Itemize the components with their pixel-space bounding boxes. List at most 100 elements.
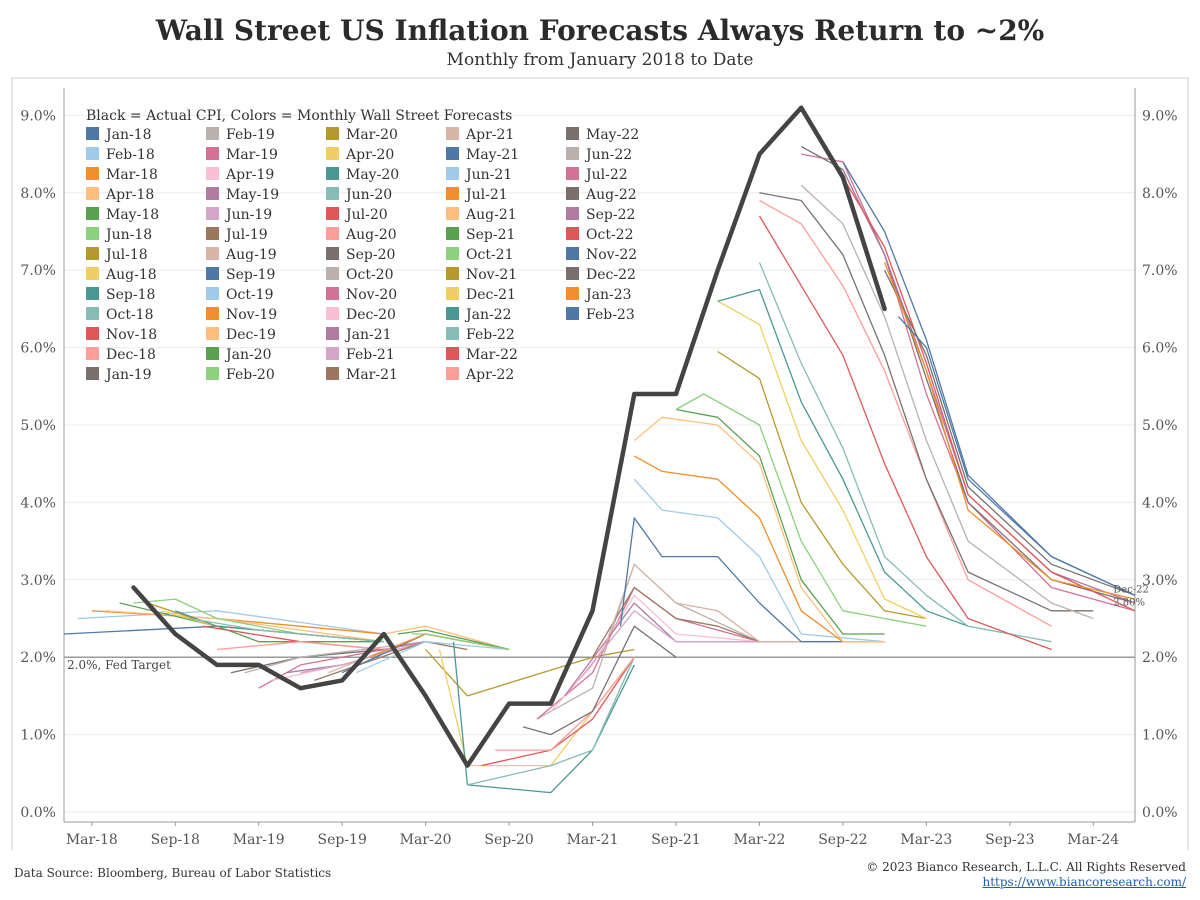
y-tick-label-left: 1.0%	[20, 728, 56, 744]
legend-swatch	[446, 227, 459, 240]
forecast-line-may-21	[619, 517, 885, 643]
legend-swatch	[86, 187, 99, 200]
forecast-line-apr-20	[438, 649, 635, 767]
legend-swatch	[326, 227, 339, 240]
legend-label: Jul-22	[584, 167, 628, 183]
x-tick-label: Mar-19	[233, 832, 285, 848]
legend-swatch	[446, 147, 459, 160]
legend-label: Feb-21	[346, 347, 395, 363]
forecast-line-may-20	[452, 641, 635, 794]
legend-label: Nov-22	[586, 247, 637, 263]
legend-label: Mar-18	[106, 167, 158, 183]
y-tick-label-left: 7.0%	[20, 263, 56, 279]
legend-label: Feb-18	[106, 147, 155, 163]
legend-swatch	[326, 347, 339, 360]
forecast-line-aug-20	[495, 656, 635, 751]
forecast-line-aug-22	[800, 145, 1136, 604]
forecast-line-jun-19	[300, 641, 426, 674]
forecast-line-oct-22	[842, 176, 1136, 612]
x-tick-label: Mar-23	[900, 832, 952, 848]
forecast-line-may-22	[759, 192, 1094, 612]
y-tick-label-right: 4.0%	[1142, 495, 1178, 511]
legend-swatch	[206, 247, 219, 260]
legend-label: Feb-19	[226, 127, 275, 143]
legend-label: May-20	[346, 167, 399, 183]
legend-label: Feb-20	[226, 367, 275, 383]
legend-swatch	[446, 307, 459, 320]
legend-label: Sep-21	[466, 227, 515, 243]
legend-label: Feb-22	[466, 327, 515, 343]
forecast-series	[63, 145, 1136, 794]
legend-swatch	[326, 267, 339, 280]
x-tick-label: Sep-20	[484, 832, 533, 848]
legend-swatch	[206, 267, 219, 280]
y-tick-label-right: 3.0%	[1142, 573, 1178, 589]
legend-swatch	[326, 287, 339, 300]
website-link[interactable]: https://www.biancoresearch.com/	[982, 875, 1186, 889]
legend-label: Mar-22	[466, 347, 518, 363]
legend-swatch	[566, 227, 579, 240]
forecast-line-dec-22	[884, 269, 1136, 596]
legend-label: Aug-22	[585, 187, 637, 203]
forecast-line-jul-20	[481, 656, 635, 767]
forecast-line-jul-22	[801, 153, 1136, 612]
forecast-line-apr-22	[759, 199, 1052, 627]
y-tick-label-left: 6.0%	[20, 341, 56, 357]
legend-swatch	[86, 327, 99, 340]
x-tick-label: Sep-23	[985, 832, 1034, 848]
forecast-line-feb-21	[578, 610, 760, 681]
y-tick-label-left: 4.0%	[20, 495, 56, 511]
legend-label: Jun-21	[464, 167, 512, 183]
forecast-line-dec-21	[717, 300, 927, 620]
legend-label: Oct-22	[586, 227, 634, 243]
legend-label: May-21	[466, 147, 519, 163]
legend-label: Nov-19	[226, 307, 277, 323]
legend-label: Jun-22	[584, 147, 632, 163]
legend-swatch	[86, 247, 99, 260]
legend-swatch	[326, 247, 339, 260]
legend-swatch	[206, 347, 219, 360]
forecast-line-jun-21	[633, 478, 885, 643]
legend-label: Dec-21	[466, 287, 516, 303]
legend-label: May-22	[586, 127, 639, 143]
x-tick-label: Mar-18	[66, 832, 118, 848]
legend-label: Sep-20	[346, 247, 395, 263]
legend-label: May-18	[106, 207, 159, 223]
legend-swatch	[86, 287, 99, 300]
legend-swatch	[206, 147, 219, 160]
legend-label: Mar-20	[346, 127, 398, 143]
y-tick-label-right: 2.0%	[1142, 650, 1178, 666]
legend-swatch	[86, 367, 99, 380]
forecast-line-jan-23	[883, 262, 1136, 600]
legend-label: Oct-19	[226, 287, 274, 303]
legend-label: Jan-19	[104, 367, 152, 383]
y-tick-label-right: 7.0%	[1142, 263, 1178, 279]
end-annotation-value: 2.80%	[1113, 597, 1145, 608]
legend-swatch	[566, 267, 579, 280]
forecast-line-jan-22	[717, 288, 969, 627]
legend-swatch	[446, 127, 459, 140]
legend-title: Black = Actual CPI, Colors = Monthly Wal…	[86, 108, 512, 124]
legend-swatch	[566, 307, 579, 320]
y-tick-label-left: 5.0%	[20, 418, 56, 434]
forecast-line-jun-20	[467, 656, 635, 786]
x-axis-ticks: Mar-18 Sep-18 Mar-19 Sep-19 Mar-20 Sep-20 Mar-…	[66, 822, 1119, 848]
chart-title: Wall Street US Inflation Forecasts Alway…	[155, 14, 1045, 47]
legend-label: Jul-18	[104, 247, 148, 263]
legend-label: Jun-18	[104, 227, 152, 243]
legend-swatch	[446, 367, 459, 380]
legend-swatch	[206, 167, 219, 180]
legend-label: Sep-22	[586, 207, 635, 223]
forecast-line-nov-21	[717, 350, 927, 620]
legend-label: Nov-20	[346, 287, 397, 303]
y-tick-label-right: 9.0%	[1142, 108, 1178, 124]
legend-label: Jul-20	[344, 207, 388, 223]
legend-swatch	[206, 227, 219, 240]
legend-swatch	[326, 167, 339, 180]
forecast-line-jul-21	[633, 455, 885, 643]
y-tick-label-right: 1.0%	[1142, 728, 1178, 744]
legend: Black = Actual CPI, Colors = Monthly Wal…	[86, 108, 639, 383]
legend-label: Jan-21	[344, 327, 392, 343]
legend-label: Apr-22	[465, 367, 514, 383]
end-annotation-label: Dec-22	[1113, 584, 1149, 595]
